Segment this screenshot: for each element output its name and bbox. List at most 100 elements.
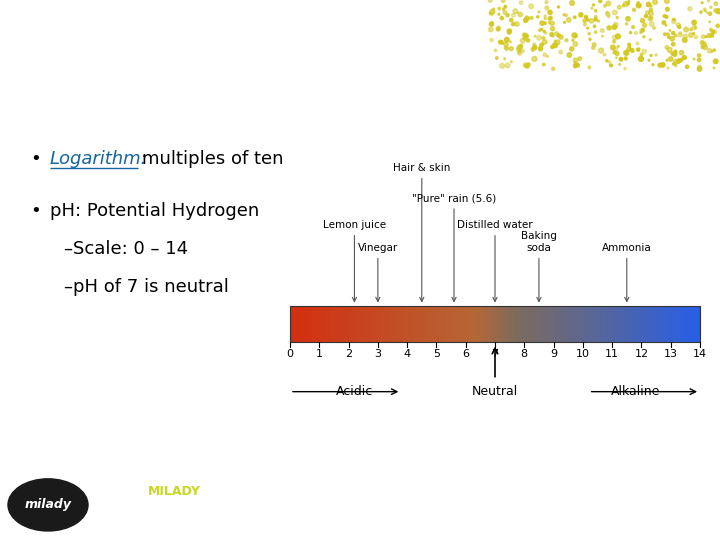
Circle shape (565, 14, 567, 17)
Bar (474, 307, 477, 342)
Bar (621, 307, 623, 342)
Text: Distilled water: Distilled water (457, 220, 533, 301)
Bar (297, 307, 300, 342)
Circle shape (688, 7, 692, 11)
Circle shape (505, 37, 509, 42)
Circle shape (525, 16, 529, 21)
Circle shape (557, 6, 559, 8)
Circle shape (626, 17, 630, 21)
Bar (439, 307, 441, 342)
Circle shape (505, 46, 508, 50)
Bar (622, 307, 624, 342)
Circle shape (701, 35, 705, 38)
Bar (372, 307, 374, 342)
Circle shape (498, 8, 500, 10)
Circle shape (703, 45, 708, 50)
Bar (303, 307, 305, 342)
Circle shape (659, 63, 662, 68)
Bar (546, 307, 548, 342)
Circle shape (666, 59, 668, 61)
Bar (685, 307, 688, 342)
Circle shape (539, 29, 541, 31)
Bar (360, 307, 362, 342)
Circle shape (528, 4, 534, 9)
Bar (331, 307, 333, 342)
Circle shape (624, 2, 629, 6)
Circle shape (545, 1, 548, 4)
Bar (442, 307, 444, 342)
Bar (533, 307, 535, 342)
Circle shape (527, 66, 528, 69)
Circle shape (594, 31, 597, 33)
Circle shape (665, 15, 668, 18)
Circle shape (544, 15, 546, 17)
Bar (299, 307, 301, 342)
Circle shape (698, 67, 702, 71)
Bar (675, 307, 677, 342)
Circle shape (530, 16, 533, 19)
Circle shape (540, 21, 544, 25)
Circle shape (608, 61, 611, 63)
Bar (657, 307, 660, 342)
Circle shape (525, 64, 528, 68)
Bar (324, 307, 325, 342)
Circle shape (546, 56, 549, 57)
Circle shape (595, 10, 597, 12)
Circle shape (572, 39, 574, 41)
Bar (337, 307, 339, 342)
Bar (688, 307, 690, 342)
Circle shape (523, 37, 526, 40)
Circle shape (603, 4, 606, 7)
Bar (640, 307, 642, 342)
Bar (572, 307, 575, 342)
Circle shape (501, 0, 505, 2)
Circle shape (711, 50, 713, 52)
Circle shape (716, 24, 719, 28)
Circle shape (591, 7, 593, 9)
Circle shape (683, 34, 688, 39)
Bar (562, 307, 564, 342)
Circle shape (489, 12, 491, 14)
Bar (310, 307, 312, 342)
Bar (627, 307, 629, 342)
Bar (612, 307, 614, 342)
Bar (419, 307, 420, 342)
Circle shape (549, 16, 552, 19)
Circle shape (572, 33, 577, 38)
Bar (371, 307, 372, 342)
Circle shape (668, 36, 670, 38)
Bar (588, 307, 589, 342)
Circle shape (627, 48, 631, 51)
Circle shape (490, 38, 493, 42)
Circle shape (533, 43, 536, 46)
Text: 4: 4 (404, 349, 410, 359)
Bar (498, 307, 500, 342)
Bar (490, 307, 492, 342)
Circle shape (616, 57, 617, 58)
Circle shape (647, 2, 651, 6)
Bar (470, 307, 472, 342)
Bar (548, 307, 549, 342)
Bar (659, 307, 661, 342)
Circle shape (714, 9, 718, 12)
Circle shape (701, 11, 702, 13)
Bar (596, 307, 598, 342)
Bar (665, 307, 667, 342)
Bar (683, 307, 685, 342)
Circle shape (550, 21, 554, 25)
Circle shape (708, 12, 711, 15)
Circle shape (649, 11, 653, 16)
Circle shape (549, 22, 550, 24)
Circle shape (612, 25, 617, 29)
Bar (448, 307, 450, 342)
Circle shape (665, 24, 667, 26)
Circle shape (672, 19, 675, 24)
Bar (400, 307, 402, 342)
Bar (633, 307, 634, 342)
Bar (667, 307, 670, 342)
Bar (361, 307, 364, 342)
Circle shape (619, 57, 623, 61)
Bar (577, 307, 579, 342)
Bar (500, 307, 501, 342)
Circle shape (705, 36, 706, 37)
